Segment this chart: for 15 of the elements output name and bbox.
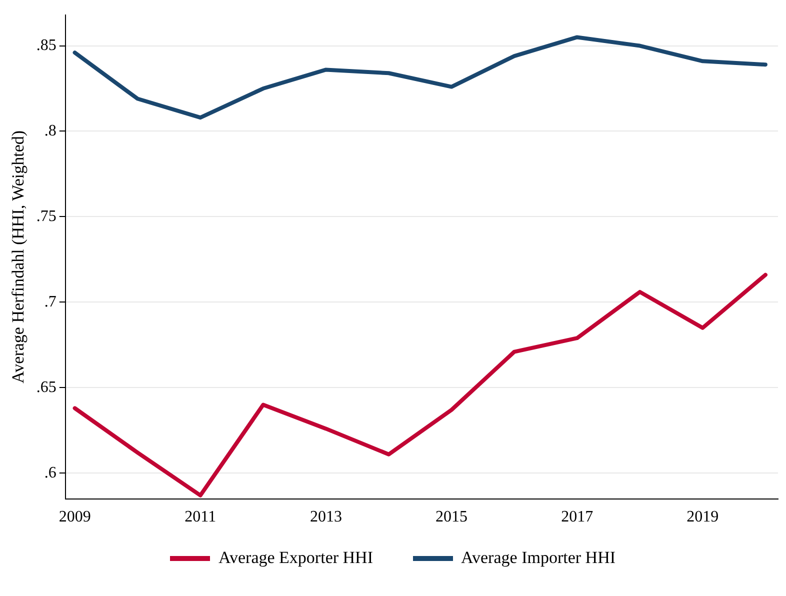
y-tick-label: .75 xyxy=(36,208,56,225)
legend-label: Average Importer HHI xyxy=(461,548,616,568)
x-tick-label: 2019 xyxy=(686,508,719,526)
y-tick-label: .6 xyxy=(44,464,56,482)
y-tick-label: .65 xyxy=(36,378,56,396)
x-tick-label: 2017 xyxy=(561,508,594,526)
x-tick-label: 2015 xyxy=(436,508,468,526)
x-tick-label: 2009 xyxy=(58,508,91,526)
x-tick-label: 2011 xyxy=(184,508,216,526)
y-axis-title: Average Herfindahl (HHI, Weighted) xyxy=(8,130,28,384)
x-tick-label: 2013 xyxy=(310,508,342,526)
y-tick-label: .8 xyxy=(44,122,56,140)
y-tick-label: .85 xyxy=(36,36,56,54)
y-tick-label: .7 xyxy=(44,293,56,310)
legend-label: Average Exporter HHI xyxy=(218,548,373,568)
